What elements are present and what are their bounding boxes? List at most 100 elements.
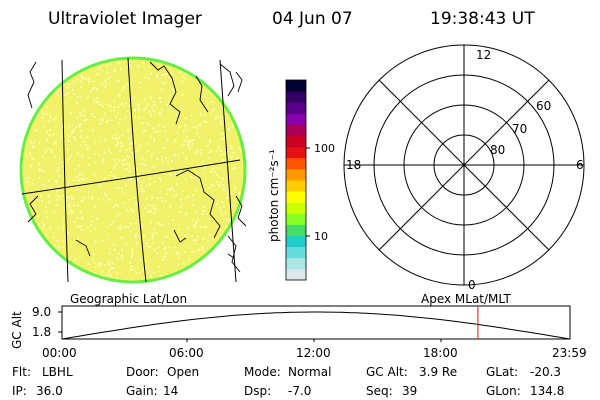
globe-speckle <box>223 137 225 140</box>
globe-speckle <box>171 160 173 162</box>
globe-speckle <box>179 211 182 213</box>
globe-speckle <box>127 137 130 140</box>
globe-speckle <box>81 173 83 176</box>
globe-speckle <box>206 107 208 109</box>
globe-speckle <box>201 172 204 175</box>
globe-speckle <box>98 153 101 156</box>
globe-speckle <box>86 263 89 265</box>
globe-speckle <box>104 177 106 179</box>
globe-speckle <box>184 124 186 127</box>
globe-speckle <box>180 106 182 109</box>
globe-speckle <box>113 165 116 168</box>
globe-speckle <box>191 114 193 117</box>
globe-speckle <box>44 151 47 153</box>
globe-speckle <box>102 105 104 107</box>
globe-speckle <box>45 210 48 213</box>
gc-alt-value: 3.9 Re <box>419 365 458 379</box>
globe-speckle <box>114 248 116 251</box>
globe-speckle <box>136 172 139 175</box>
globe-speckle <box>92 258 95 260</box>
globe-speckle <box>219 154 222 156</box>
globe-speckle <box>125 184 127 187</box>
globe-speckle <box>92 88 94 90</box>
globe-speckle <box>72 130 75 133</box>
globe-speckle <box>157 247 159 249</box>
globe-speckle <box>130 265 133 268</box>
globe-speckle <box>109 174 111 177</box>
globe-speckle <box>185 124 187 127</box>
globe-speckle <box>104 112 106 115</box>
globe-speckle <box>159 223 161 226</box>
globe-speckle <box>221 159 224 161</box>
globe-speckle <box>165 252 167 255</box>
globe-speckle <box>216 203 218 206</box>
globe-speckle <box>231 207 233 210</box>
globe-speckle <box>94 266 97 269</box>
globe-speckle <box>41 117 44 119</box>
globe-speckle <box>113 206 115 208</box>
globe-speckle <box>113 159 115 161</box>
globe-speckle <box>162 256 165 258</box>
globe-speckle <box>89 231 92 233</box>
globe-speckle <box>231 125 234 128</box>
globe-speckle <box>161 159 164 161</box>
globe-speckle <box>31 158 34 160</box>
globe-speckle <box>186 143 189 146</box>
globe-speckle <box>177 119 179 121</box>
globe-speckle <box>210 101 213 103</box>
globe-speckle <box>213 171 216 174</box>
globe-speckle <box>120 236 123 239</box>
globe-speckle <box>198 124 201 126</box>
globe-speckle <box>181 94 183 96</box>
globe-speckle <box>154 181 156 183</box>
globe-speckle <box>122 163 124 165</box>
globe-speckle <box>129 147 131 150</box>
globe-speckle <box>108 252 111 255</box>
globe-speckle <box>36 211 39 213</box>
globe-speckle <box>58 247 60 249</box>
globe-speckle <box>130 209 133 211</box>
globe-speckle <box>220 122 222 125</box>
globe-speckle <box>199 136 201 138</box>
globe-speckle <box>119 118 121 121</box>
globe-speckle <box>80 80 82 83</box>
globe-speckle <box>130 268 132 271</box>
globe-speckle <box>125 149 128 151</box>
globe-speckle <box>63 218 65 220</box>
globe-speckle <box>132 210 135 213</box>
globe-speckle <box>68 126 71 128</box>
globe-speckle <box>164 73 166 76</box>
globe-speckle <box>78 179 80 182</box>
globe-speckle <box>44 184 46 187</box>
globe-speckle <box>110 171 113 173</box>
globe-speckle <box>215 116 217 118</box>
globe-speckle <box>82 216 84 219</box>
globe-speckle <box>149 246 151 248</box>
globe-speckle <box>226 191 228 194</box>
globe-speckle <box>187 227 189 229</box>
colorbar-band <box>286 124 306 136</box>
globe-speckle <box>173 247 175 249</box>
globe-speckle <box>117 177 120 179</box>
globe-speckle <box>161 74 163 76</box>
globe-speckle <box>179 126 181 128</box>
globe-speckle <box>122 202 124 204</box>
globe-speckle <box>83 119 86 122</box>
globe-speckle <box>40 195 42 198</box>
globe-speckle <box>209 151 211 154</box>
globe-speckle <box>193 251 195 253</box>
globe-speckle <box>147 210 149 213</box>
globe-speckle <box>184 251 186 253</box>
globe-speckle <box>240 149 243 152</box>
globe-speckle <box>80 114 83 116</box>
globe-speckle <box>141 191 144 193</box>
globe-speckle <box>104 139 107 141</box>
globe-speckle <box>87 148 90 150</box>
globe-speckle <box>225 152 227 154</box>
globe-speckle <box>148 245 150 247</box>
globe-speckle <box>156 252 158 255</box>
globe-speckle <box>102 177 105 179</box>
globe-speckle <box>213 108 215 110</box>
globe-speckle <box>195 173 197 176</box>
globe-speckle <box>105 83 107 85</box>
